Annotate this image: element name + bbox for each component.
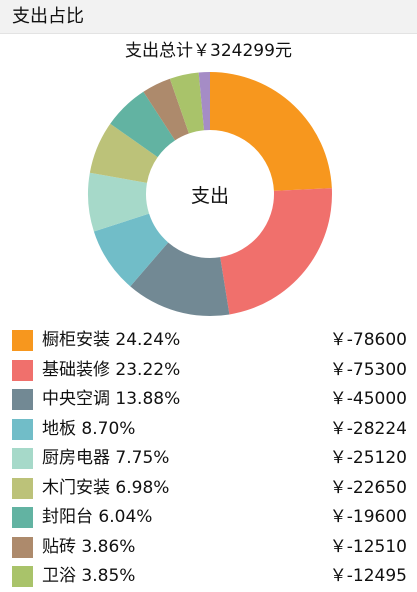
legend-percent: 3.86% (81, 536, 136, 557)
total-summary: 支出总计￥324299元 (0, 40, 417, 62)
legend-amount-value: -28224 (346, 418, 407, 439)
legend-amount: ￥-22650 (330, 477, 407, 500)
chart-legend: 橱柜安装 24.24% ￥-78600 基础装修 23.22% ￥-75300 中央空调… (0, 326, 417, 592)
legend-amount: ￥-75300 (330, 359, 407, 382)
legend-item: 基础装修 23.22% ￥-75300 (0, 356, 417, 386)
pie-slice-7 (110, 91, 176, 158)
total-label: 支出总计 (125, 41, 194, 61)
legend-currency: ￥ (329, 359, 347, 380)
legend-amount: ￥-25120 (330, 447, 407, 470)
legend-percent: 3.85% (81, 566, 136, 586)
legend-amount: ￥-78600 (330, 329, 407, 352)
legend-category-name: 卫浴 (42, 566, 76, 586)
page-title: 支出占比 (12, 6, 84, 27)
legend-amount-value: -75300 (346, 359, 407, 380)
pie-slice-1 (210, 72, 332, 191)
legend-swatch (12, 507, 33, 528)
legend-amount-value: -12495 (346, 566, 407, 586)
legend-amount-value: -12510 (346, 536, 407, 557)
pie-slice-9 (169, 72, 205, 134)
legend-currency: ￥ (329, 330, 347, 350)
pie-slice-3 (130, 242, 230, 316)
legend-item: 厨房电器 7.75% ￥-25120 (0, 444, 417, 474)
expense-donut-chart: 支出 (88, 72, 332, 316)
legend-currency: ￥ (329, 418, 347, 439)
legend-amount-value: -25120 (346, 448, 407, 468)
legend-percent: 23.22% (115, 359, 181, 380)
legend-currency: ￥ (329, 477, 347, 498)
legend-amount-value: -78600 (346, 330, 407, 350)
legend-percent: 8.70% (81, 418, 136, 439)
legend-percent: 7.75% (115, 448, 170, 468)
chart-center-label: 支出 (191, 185, 229, 207)
legend-swatch (12, 418, 33, 440)
legend-category-name: 基础装修 (42, 359, 110, 380)
legend-category-name: 木门安装 (42, 477, 110, 498)
legend-amount-value: -45000 (346, 389, 407, 409)
legend-currency: ￥ (329, 536, 347, 557)
legend-swatch (12, 536, 33, 558)
legend-label: 基础装修 23.22% (42, 359, 180, 382)
legend-item: 地板 8.70% ￥-28224 (0, 415, 417, 445)
total-value: ￥324299元 (193, 41, 292, 61)
legend-label: 中央空调 13.88% (42, 388, 180, 411)
legend-item: 贴砖 3.86% ￥-12510 (0, 533, 417, 563)
legend-currency: ￥ (329, 507, 347, 527)
legend-label: 橱柜安装 24.24% (42, 329, 180, 352)
legend-label: 木门安装 6.98% (42, 477, 169, 500)
legend-category-name: 封阳台 (42, 507, 93, 527)
legend-category-name: 中央空调 (42, 389, 110, 409)
legend-swatch (12, 359, 33, 381)
legend-swatch (12, 477, 33, 499)
legend-item: 卫浴 3.85% ￥-12495 (0, 562, 417, 592)
legend-category-name: 橱柜安装 (42, 330, 110, 350)
legend-swatch (12, 566, 33, 587)
legend-label: 卫浴 3.85% (42, 565, 135, 588)
header-bar: 支出占比 (0, 0, 417, 34)
legend-amount: ￥-19600 (330, 506, 407, 529)
legend-label: 封阳台 6.04% (42, 506, 152, 529)
pie-slice-5 (88, 172, 150, 232)
legend-currency: ￥ (329, 448, 347, 468)
legend-item: 木门安装 6.98% ￥-22650 (0, 474, 417, 504)
pie-slice-other (198, 72, 210, 131)
pie-slice-2 (220, 188, 332, 315)
legend-item: 中央空调 13.88% ￥-45000 (0, 385, 417, 415)
legend-amount: ￥-45000 (330, 388, 407, 411)
legend-percent: 13.88% (115, 389, 181, 409)
legend-swatch (12, 389, 33, 410)
legend-swatch (12, 330, 33, 351)
legend-amount-value: -22650 (346, 477, 407, 498)
legend-percent: 6.98% (115, 477, 170, 498)
pie-slice-6 (89, 123, 158, 183)
legend-amount: ￥-12510 (330, 536, 407, 559)
legend-currency: ￥ (329, 566, 347, 586)
legend-label: 地板 8.70% (42, 418, 135, 441)
legend-item: 橱柜安装 24.24% ￥-78600 (0, 326, 417, 356)
legend-label: 厨房电器 7.75% (42, 447, 169, 470)
legend-item: 封阳台 6.04% ￥-19600 (0, 503, 417, 533)
legend-category-name: 地板 (42, 418, 76, 439)
pie-slice-4 (93, 213, 169, 287)
legend-amount: ￥-28224 (330, 418, 407, 441)
legend-percent: 6.04% (98, 507, 153, 527)
legend-label: 贴砖 3.86% (42, 536, 135, 559)
legend-amount: ￥-12495 (330, 565, 407, 588)
legend-percent: 24.24% (115, 330, 181, 350)
legend-category-name: 贴砖 (42, 536, 76, 557)
pie-slice-8 (143, 78, 189, 141)
legend-category-name: 厨房电器 (42, 448, 110, 468)
legend-currency: ￥ (329, 389, 347, 409)
legend-swatch (12, 448, 33, 469)
legend-amount-value: -19600 (346, 507, 407, 527)
